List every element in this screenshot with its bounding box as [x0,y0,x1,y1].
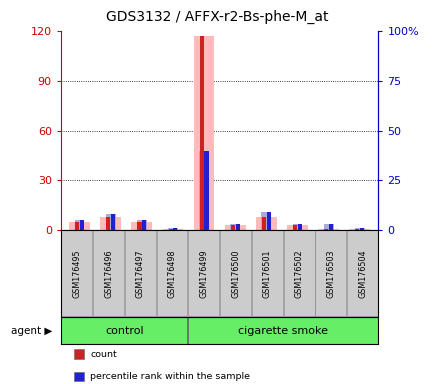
Bar [162,229,183,230]
Bar [168,228,178,230]
Text: agent ▶: agent ▶ [11,326,52,336]
Text: GDS3132 / AFFX-r2-Bs-phe-M_at: GDS3132 / AFFX-r2-Bs-phe-M_at [106,10,328,24]
Text: GSM176495: GSM176495 [72,249,81,298]
Text: GSM176498: GSM176498 [167,249,176,298]
Bar [354,228,364,230]
Text: GSM176496: GSM176496 [104,249,113,298]
Text: GSM176504: GSM176504 [357,249,366,298]
Bar [286,225,307,230]
Bar [349,229,369,230]
Bar [261,212,271,230]
Bar [224,225,245,230]
Bar [173,228,177,230]
Bar [100,217,121,230]
Bar [111,214,115,230]
Text: GSM176502: GSM176502 [294,249,303,298]
Bar [204,151,208,230]
Bar [318,229,338,230]
Bar [328,224,332,230]
Bar [137,220,146,230]
Text: GSM176501: GSM176501 [262,249,271,298]
Text: GSM176497: GSM176497 [135,249,145,298]
Bar [359,228,363,230]
Bar [105,214,115,230]
Bar [142,220,146,230]
Bar [323,224,333,230]
Text: control: control [105,326,143,336]
Text: GSM176500: GSM176500 [230,249,240,298]
Bar [261,217,266,230]
Bar [256,217,276,230]
Text: GSM176499: GSM176499 [199,249,208,298]
Text: GSM176503: GSM176503 [326,249,335,298]
Bar [75,220,84,230]
Bar [137,222,141,230]
Text: percentile rank within the sample: percentile rank within the sample [90,372,250,381]
Bar [293,225,296,230]
Text: count: count [90,349,117,359]
Text: cigarette smoke: cigarette smoke [238,326,327,336]
Bar [297,224,301,230]
Bar [193,36,214,230]
Bar [168,229,172,230]
Bar [131,222,152,230]
Bar [199,151,208,230]
Bar [355,229,358,230]
Bar [323,229,328,230]
Bar [106,217,110,230]
Bar [75,222,79,230]
Bar [235,224,239,230]
Bar [230,225,234,230]
Bar [230,224,240,230]
Bar [69,222,90,230]
Bar [292,224,302,230]
Bar [199,36,203,230]
Bar [80,220,84,230]
Bar [266,212,270,230]
